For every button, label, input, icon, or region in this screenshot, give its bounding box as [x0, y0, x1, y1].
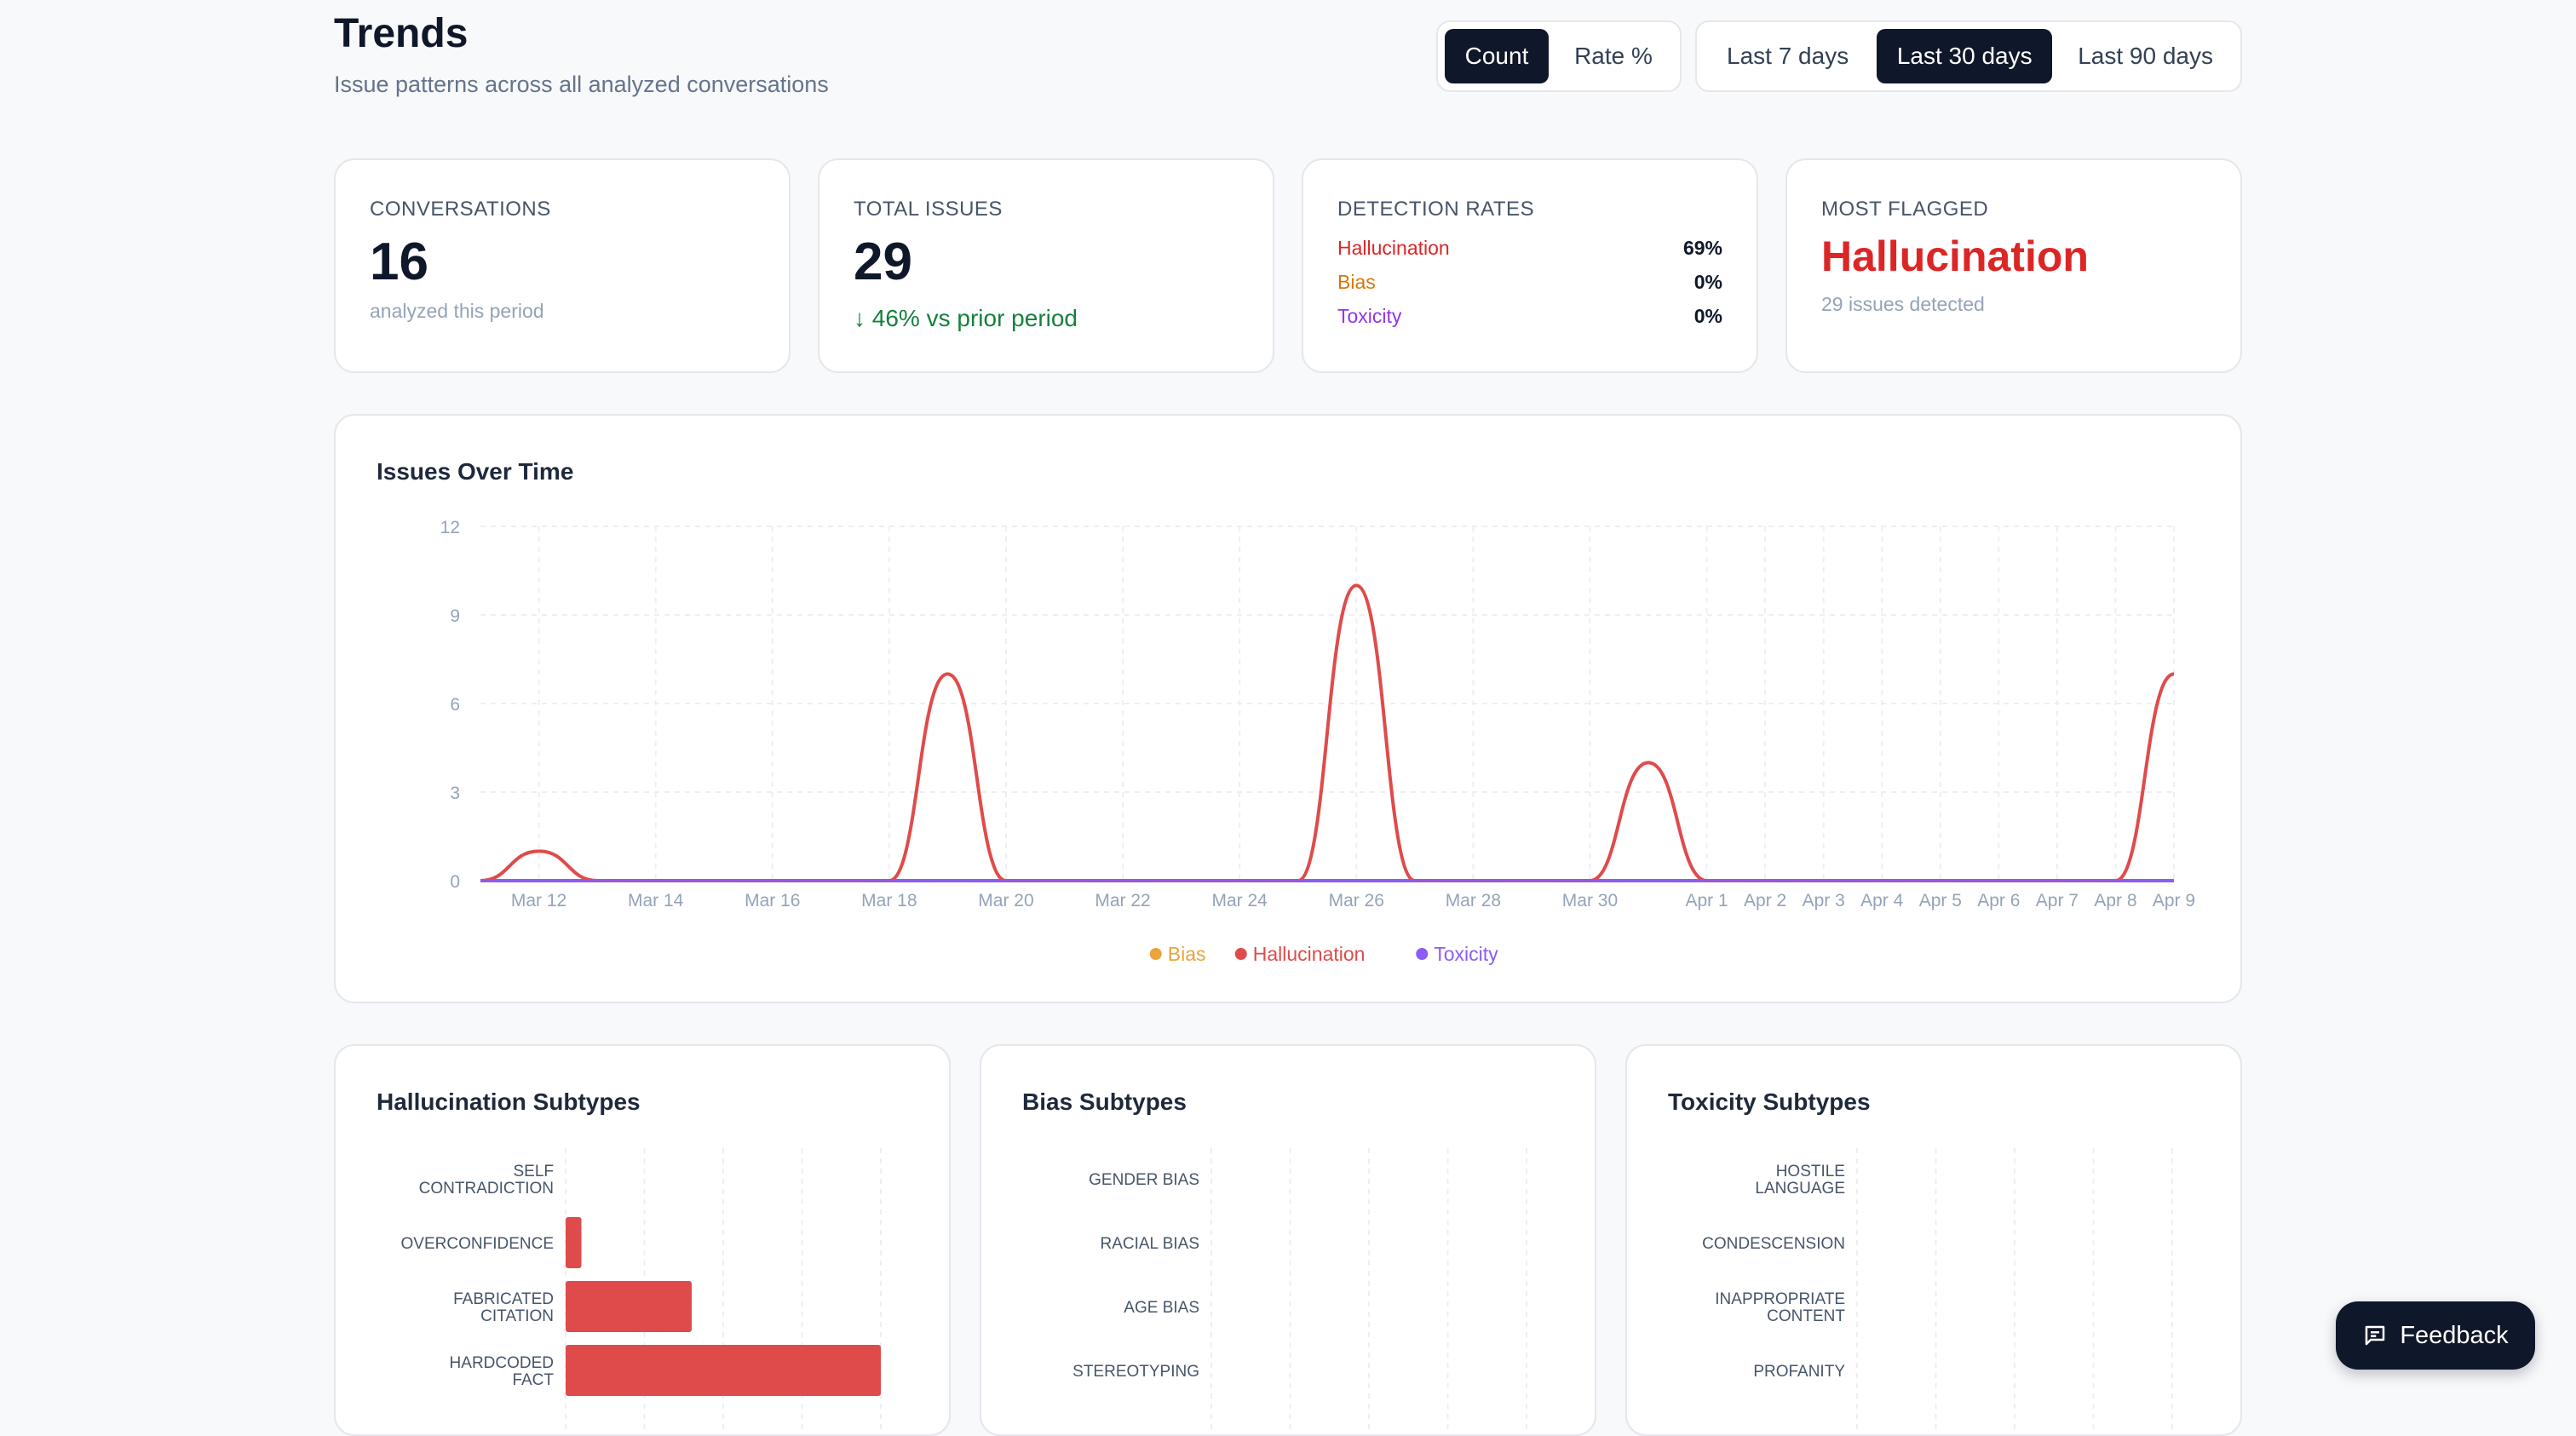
legend-label-toxicity: Toxicity [1434, 943, 1498, 965]
subtype-bar [566, 1345, 881, 1396]
conversations-sub: analyzed this period [370, 300, 544, 322]
total-issues-card: TOTAL ISSUES 29 ↓ 46% vs prior period [818, 158, 1274, 373]
most-flagged-card: MOST FLAGGED Hallucination 29 issues det… [1785, 158, 2242, 373]
detection-rates-label: DETECTION RATES [1337, 198, 1535, 221]
last-30-days-button[interactable]: Last 30 days [1877, 29, 2053, 83]
x-tick-label: Mar 28 [1446, 891, 1501, 910]
x-tick-label: Apr 3 [1803, 891, 1845, 910]
bar-category-label: STEREOTYPING [1072, 1363, 1199, 1381]
y-tick-label: 3 [450, 784, 460, 803]
rate-row-hallucination: Hallucination 69% [1337, 237, 1722, 260]
subtype-bar [566, 1281, 692, 1332]
bar-category-label: HARDCODED [450, 1354, 554, 1372]
last-90-days-button[interactable]: Last 90 days [2078, 43, 2213, 69]
rate-name-toxicity: Toxicity [1337, 305, 1402, 327]
bar-category-label: PROFANITY [1753, 1363, 1845, 1381]
legend-label-hallucination: Hallucination [1253, 943, 1366, 965]
rate-name-hallucination: Hallucination [1337, 237, 1450, 259]
conversations-label: CONVERSATIONS [370, 198, 551, 221]
legend-label-bias: Bias [1168, 943, 1206, 965]
y-tick-label: 6 [450, 695, 460, 715]
x-tick-label: Mar 20 [978, 891, 1033, 910]
subtype-bar [566, 1217, 582, 1268]
x-tick-label: Apr 4 [1860, 891, 1904, 910]
detection-rates-card: DETECTION RATES Hallucination 69% Bias 0… [1302, 158, 1758, 373]
x-tick-label: Apr 7 [2036, 891, 2079, 910]
x-tick-label: Mar 22 [1095, 891, 1150, 910]
page-subtitle: Issue patterns across all analyzed conve… [334, 72, 829, 97]
last-7-days-button[interactable]: Last 7 days [1727, 43, 1849, 69]
feedback-label: Feedback [2400, 1321, 2509, 1349]
issues-over-time-title: Issues Over Time [377, 458, 574, 485]
conversations-value: 16 [370, 233, 428, 291]
bias-subtypes-card: Bias Subtypes GENDER BIAS RACIAL BIAS AGE … [980, 1044, 1596, 1436]
rate-row-bias: Bias 0% [1337, 271, 1722, 294]
x-tick-label: Mar 14 [628, 891, 684, 910]
page-title: Trends [334, 11, 469, 56]
chat-icon [2366, 1325, 2385, 1346]
total-issues-delta: ↓ 46% vs prior period [854, 305, 1078, 331]
x-tick-label: Apr 1 [1685, 891, 1728, 910]
x-tick-label: Apr 6 [1977, 891, 2020, 910]
bar-category-label: GENDER BIAS [1089, 1171, 1199, 1189]
bar-category-label: AGE BIAS [1124, 1299, 1199, 1317]
bar-category-label: SELF [513, 1163, 554, 1180]
bar-category-label: CONTRADICTION [419, 1180, 554, 1198]
hallucination-subtypes-title: Hallucination Subtypes [377, 1088, 641, 1115]
y-tick-label: 9 [450, 606, 460, 626]
total-issues-label: TOTAL ISSUES [854, 198, 1003, 221]
bias-subtypes-chart: GENDER BIAS RACIAL BIAS AGE BIAS STEREOTYPI… [1072, 1148, 1527, 1434]
bar-category-label: RACIAL BIAS [1100, 1235, 1199, 1253]
x-tick-label: Apr 9 [2153, 891, 2195, 910]
series-line-hallucination [480, 583, 2175, 882]
hallucination-subtypes-card: Hallucination Subtypes SELF CONTRADICTION… [334, 1044, 951, 1436]
x-tick-label: Mar 18 [861, 891, 917, 910]
date-range-toggle: Last 7 days Last 30 days Last 90 days [1695, 20, 2242, 92]
rate-name-bias: Bias [1337, 271, 1376, 293]
toxicity-subtypes-card: Toxicity Subtypes HOSTILE LANGUAGE CONDESC… [1625, 1044, 2242, 1436]
toxicity-subtypes-title: Toxicity Subtypes [1668, 1088, 1871, 1115]
legend-marker-bias [1149, 948, 1162, 960]
total-issues-value: 29 [854, 233, 912, 291]
count-toggle-button[interactable]: Count [1445, 29, 1549, 83]
most-flagged-label: MOST FLAGGED [1821, 198, 1989, 221]
y-tick-label: 0 [450, 872, 460, 892]
x-tick-label: Apr 5 [1919, 891, 1962, 910]
bar-category-label: OVERCONFIDENCE [401, 1235, 554, 1253]
rate-toggle-button[interactable]: Rate % [1574, 43, 1653, 69]
rate-row-toxicity: Toxicity 0% [1337, 305, 1722, 328]
bias-subtypes-title: Bias Subtypes [1022, 1088, 1187, 1115]
legend-marker-toxicity [1416, 948, 1429, 960]
bar-category-label: CITATION [480, 1307, 554, 1325]
issues-over-time-card: Issues Over Time Mar 12 Mar 14 Mar 16 Mar 1… [334, 414, 2242, 1003]
y-tick-label: 12 [440, 518, 460, 537]
bar-category-label: HOSTILE [1776, 1163, 1845, 1180]
most-flagged-value: Hallucination [1821, 233, 2089, 280]
most-flagged-sub: 29 issues detected [1821, 293, 1985, 315]
bar-category-label: CONTENT [1767, 1307, 1845, 1325]
x-tick-label: Mar 16 [745, 891, 800, 910]
x-tick-label: Mar 26 [1329, 891, 1384, 910]
x-tick-label: Apr 2 [1744, 891, 1786, 910]
rate-value-hallucination: 69% [1682, 237, 1722, 259]
rate-value-bias: 0% [1693, 271, 1722, 293]
issues-over-time-chart: Mar 12 Mar 14 Mar 16 Mar 18 Mar 20 Mar 22 Mar … [440, 518, 2195, 965]
x-tick-label: Mar 12 [511, 891, 566, 910]
bar-category-label: INAPPROPRIATE [1715, 1290, 1845, 1308]
bar-category-label: CONDESCENSION [1702, 1235, 1845, 1253]
x-tick-label: Mar 30 [1562, 891, 1618, 910]
bar-category-label: FABRICATED [453, 1290, 554, 1308]
rate-value-toxicity: 0% [1693, 305, 1722, 327]
bar-category-label: FACT [512, 1371, 554, 1389]
legend-marker-hallucination [1234, 948, 1247, 960]
metric-toggle: Count Rate % [1436, 20, 1682, 92]
feedback-button[interactable]: Feedback [2336, 1301, 2535, 1370]
x-tick-label: Mar 24 [1211, 891, 1268, 910]
conversations-card: CONVERSATIONS 16 analyzed this period [334, 158, 791, 373]
x-tick-label: Apr 8 [2094, 891, 2136, 910]
bar-category-label: LANGUAGE [1755, 1180, 1845, 1198]
